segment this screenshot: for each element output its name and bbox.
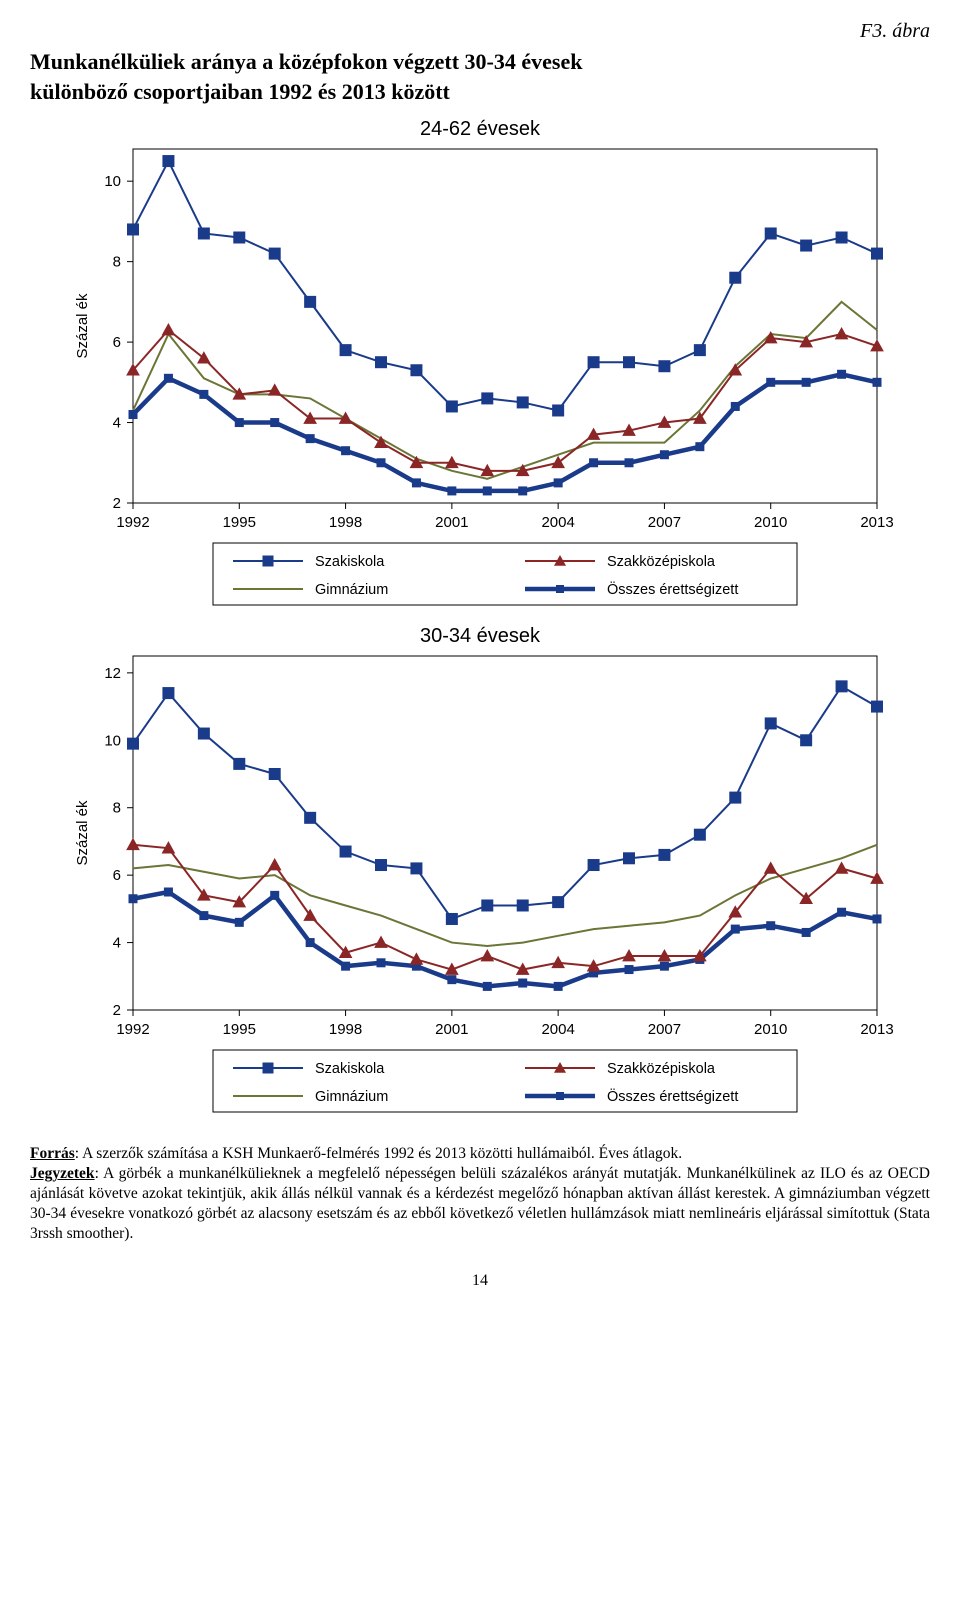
- svg-text:2001: 2001: [435, 1021, 468, 1038]
- svg-text:Összes érettségizett: Összes érettségizett: [607, 580, 738, 598]
- svg-text:Százal ék: Százal ék: [74, 293, 91, 359]
- svg-text:2001: 2001: [435, 514, 468, 531]
- svg-text:2: 2: [113, 495, 121, 512]
- svg-text:1998: 1998: [329, 514, 362, 531]
- svg-text:8: 8: [113, 254, 121, 271]
- svg-text:2: 2: [113, 1002, 121, 1019]
- svg-text:1995: 1995: [223, 514, 256, 531]
- page-number: 14: [30, 1272, 930, 1290]
- svg-text:2010: 2010: [754, 514, 787, 531]
- page-title: Munkanélküliek aránya a középfokon végze…: [30, 47, 930, 106]
- svg-text:2004: 2004: [541, 514, 574, 531]
- svg-text:2007: 2007: [648, 514, 681, 531]
- figure-label: F3. ábra: [30, 20, 930, 43]
- notes-block: Forrás: A szerzők számítása a KSH Munkae…: [30, 1144, 930, 1243]
- svg-text:1992: 1992: [116, 1021, 149, 1038]
- svg-text:Százal ék: Százal ék: [74, 800, 91, 866]
- svg-text:1992: 1992: [116, 514, 149, 531]
- svg-text:Gimnázium: Gimnázium: [315, 582, 388, 598]
- chart1-container: 2 4 6 8 10 Százal ék 1992 1995 1998 2001 2004 2007 2…: [65, 143, 895, 613]
- svg-text:Szakiskola: Szakiskola: [315, 554, 385, 570]
- svg-text:Szakiskola: Szakiskola: [315, 1061, 385, 1077]
- source-label: Forrás: [30, 1145, 75, 1162]
- svg-text:10: 10: [104, 733, 121, 750]
- svg-text:4: 4: [113, 935, 121, 952]
- chart2-container: 2 4 6 8 10 12 Százal ék 1992 1995 1998 2001 2004 200…: [65, 650, 895, 1120]
- notes-label: Jegyzetek: [30, 1165, 95, 1182]
- svg-text:Szakközépiskola: Szakközépiskola: [607, 1061, 716, 1077]
- svg-text:6: 6: [113, 868, 121, 885]
- svg-text:2004: 2004: [541, 1021, 574, 1038]
- svg-text:Összes érettségizett: Összes érettségizett: [607, 1087, 738, 1105]
- svg-text:2007: 2007: [648, 1021, 681, 1038]
- svg-text:8: 8: [113, 800, 121, 817]
- svg-text:12: 12: [104, 665, 121, 682]
- chart1-title: 24-62 évesek: [30, 118, 930, 141]
- notes-text: : A görbék a munkanélkülieknek a megfele…: [30, 1165, 930, 1241]
- svg-text:2010: 2010: [754, 1021, 787, 1038]
- svg-text:1995: 1995: [223, 1021, 256, 1038]
- chart1-svg: 2 4 6 8 10 Százal ék 1992 1995 1998 2001 2004 2007 2…: [65, 143, 895, 613]
- chart2-svg: 2 4 6 8 10 12 Százal ék 1992 1995 1998 2001 2004 200…: [65, 650, 895, 1120]
- svg-text:4: 4: [113, 415, 121, 432]
- svg-text:Szakközépiskola: Szakközépiskola: [607, 554, 716, 570]
- svg-text:1998: 1998: [329, 1021, 362, 1038]
- source-text: : A szerzők számítása a KSH Munkaerő-fel…: [75, 1145, 682, 1162]
- chart2-title: 30-34 évesek: [30, 625, 930, 648]
- title-line-2: különböző csoportjaiban 1992 és 2013 köz…: [30, 79, 450, 104]
- svg-text:10: 10: [104, 174, 121, 191]
- svg-text:Gimnázium: Gimnázium: [315, 1089, 388, 1105]
- svg-text:6: 6: [113, 334, 121, 351]
- svg-text:2013: 2013: [860, 1021, 893, 1038]
- title-line-1: Munkanélküliek aránya a középfokon végze…: [30, 49, 582, 74]
- svg-text:2013: 2013: [860, 514, 893, 531]
